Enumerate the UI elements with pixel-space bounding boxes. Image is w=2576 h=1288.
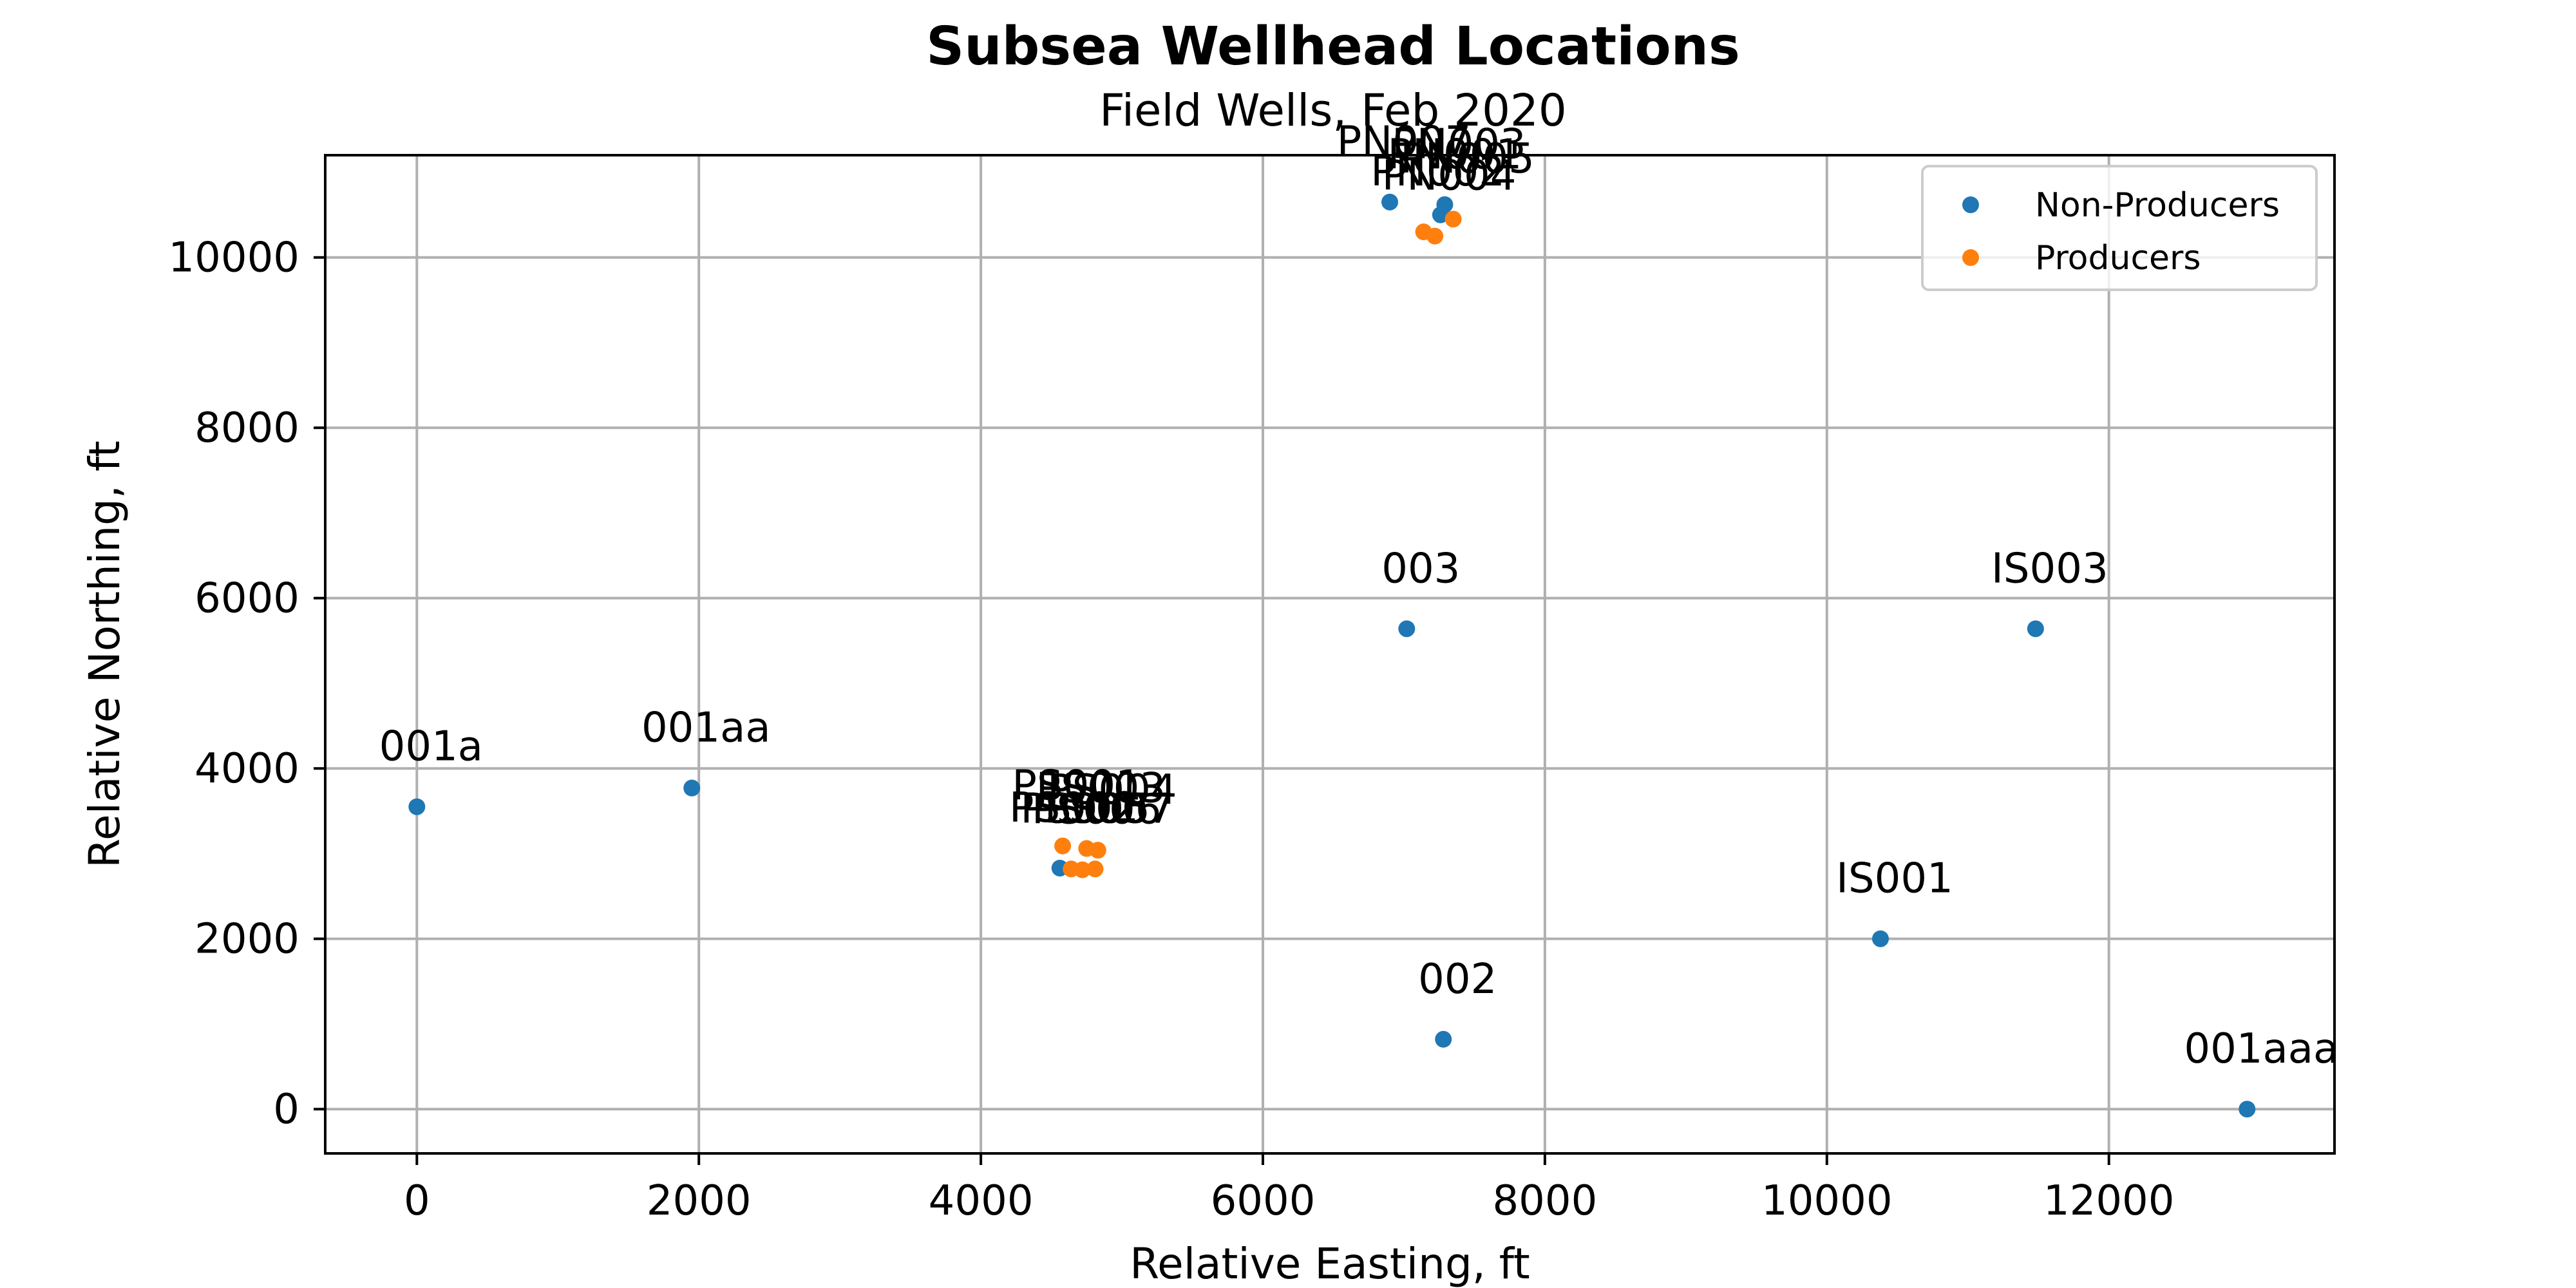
axis-ticks: 0 2000 4000 6000 8000 10000 12000 0 2000 4000 6000…	[168, 234, 2174, 1225]
x-tick-label: 12000	[2043, 1177, 2175, 1225]
point-label: PS004	[1047, 766, 1177, 814]
point-label: PN005	[1400, 135, 1535, 183]
data-point-non-producers	[683, 779, 701, 797]
plot-area-frame	[324, 154, 2336, 1155]
x-tick-label: 8000	[1492, 1177, 1597, 1225]
chart-subtitle: Field Wells, Feb 2020	[1099, 85, 1567, 137]
data-point-producers	[1426, 227, 1444, 245]
y-tick-label: 8000	[194, 404, 299, 452]
y-axis-label: Relative Northing, ft	[80, 440, 129, 868]
data-point-producers	[1086, 860, 1104, 878]
legend-label: Non-Producers	[2035, 186, 2280, 225]
point-labels: 001a 001aa 003 IS003 IS001 002 001aaa PS002 PN00…	[379, 118, 2339, 1073]
legend-marker	[1962, 196, 1979, 213]
legend-label: Producers	[2035, 239, 2201, 278]
point-label: PN004	[1382, 153, 1517, 200]
point-label: 001aaa	[2184, 1025, 2338, 1073]
point-label: PN007	[1337, 118, 1472, 166]
point-label: PS001	[1012, 762, 1141, 810]
data-point-non-producers	[1381, 193, 1399, 211]
data-point-producers	[1054, 837, 1072, 855]
point-label: IS001	[1836, 855, 1953, 903]
legend-marker	[1962, 249, 1979, 266]
data-point-non-producers	[1398, 620, 1416, 638]
y-tick-label: 4000	[194, 745, 299, 793]
point-label: 001aa	[641, 705, 771, 752]
point-label: 001a	[379, 723, 483, 771]
legend-box	[1921, 165, 2318, 291]
point-label: PS002	[1009, 784, 1139, 832]
data-point-non-producers	[2239, 1101, 2256, 1118]
point-label: PS007	[1045, 785, 1174, 833]
x-tick-label: 6000	[1211, 1177, 1316, 1225]
point-label: PS005	[1021, 785, 1150, 833]
data-point-producers	[1074, 861, 1091, 878]
data-point-non-producers	[1871, 930, 1889, 947]
x-tick-label: 2000	[647, 1177, 752, 1225]
grid-lines	[325, 155, 2334, 1153]
y-tick-label: 10000	[168, 234, 299, 282]
point-label: 003	[1381, 545, 1460, 592]
data-point-non-producers	[2027, 620, 2044, 638]
legend: Non-Producers Producers	[1921, 165, 2318, 291]
point-label: PN003	[1392, 121, 1526, 169]
data-point-non-producers	[1435, 1030, 1452, 1048]
x-tick-label: 0	[404, 1177, 430, 1225]
chart-title: Subsea Wellhead Locations	[926, 16, 1740, 77]
y-tick-label: 2000	[194, 916, 299, 963]
x-axis-label: Relative Easting, ft	[1130, 1239, 1530, 1288]
y-tick-label: 0	[273, 1086, 299, 1133]
x-tick-label: 4000	[929, 1177, 1034, 1225]
point-label: IS003	[1991, 545, 2108, 592]
x-tick-label: 10000	[1761, 1177, 1893, 1225]
point-label: 002	[1418, 956, 1497, 1003]
y-tick-label: 6000	[194, 575, 299, 623]
point-label: PS006	[1032, 786, 1161, 834]
data-point-producers	[1089, 842, 1106, 859]
data-point-non-producers	[408, 798, 426, 815]
data-point-non-producers	[1432, 206, 1449, 223]
point-label: PS003	[1036, 765, 1166, 813]
data-point-producers	[1444, 211, 1462, 228]
data-points	[408, 193, 2256, 1118]
